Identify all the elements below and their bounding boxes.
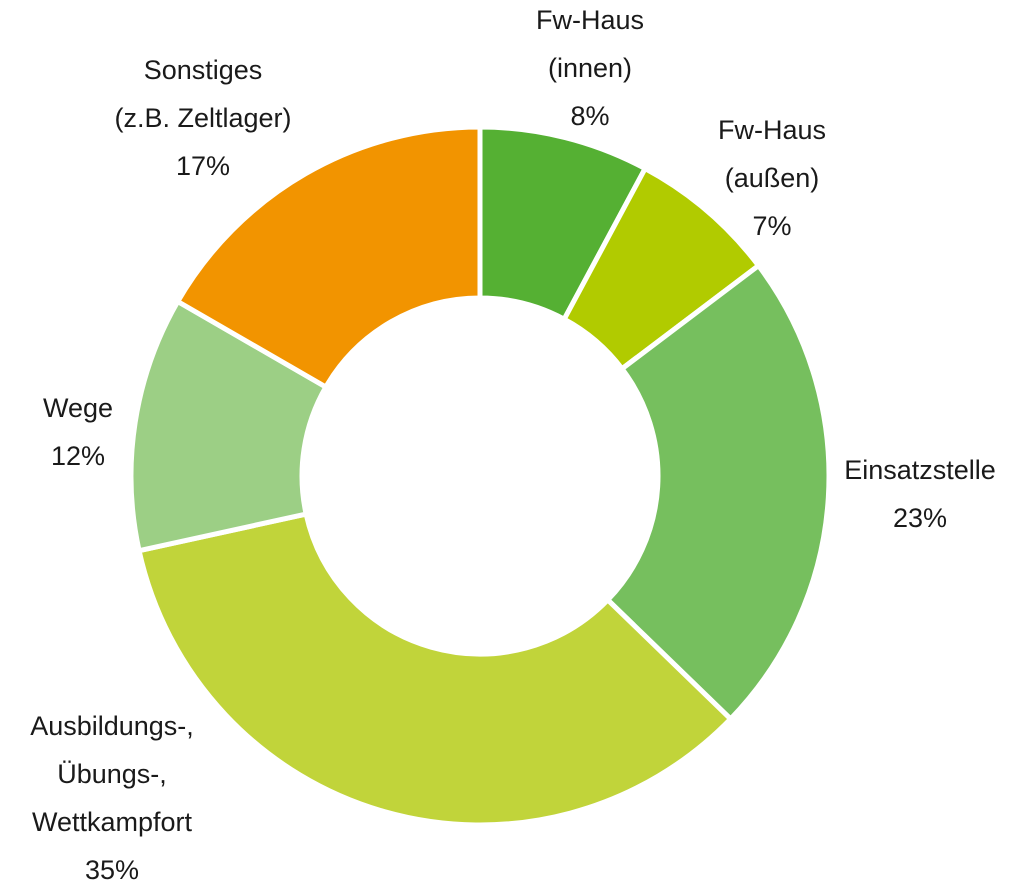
- slice-label: (innen): [548, 53, 632, 83]
- donut-slice: [136, 511, 735, 828]
- slice-label: Fw-Haus: [536, 5, 644, 35]
- slice-label: Einsatzstelle: [844, 455, 996, 485]
- slice-label: Wege: [43, 393, 113, 423]
- slice-label: Wettkampfort: [32, 807, 193, 837]
- value-label: 17%: [176, 151, 230, 181]
- donut-slice: [174, 124, 483, 391]
- slice-label: (z.B. Zeltlager): [114, 103, 291, 133]
- slice-label: Übungs-,: [57, 759, 167, 789]
- donut-slice: [604, 262, 832, 723]
- slice-label: (außen): [725, 163, 820, 193]
- donut-slice: [128, 298, 330, 554]
- slice-label: Sonstiges: [144, 55, 263, 85]
- value-label: 8%: [570, 101, 609, 131]
- value-label: 35%: [85, 855, 139, 885]
- slice-label: Ausbildungs-,: [30, 711, 194, 741]
- slice-label: Fw-Haus: [718, 115, 826, 145]
- value-label: 12%: [51, 441, 105, 471]
- value-label: 23%: [893, 503, 947, 533]
- value-label: 7%: [752, 211, 791, 241]
